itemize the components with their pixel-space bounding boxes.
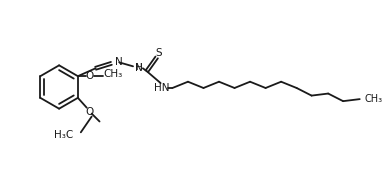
Text: CH₃: CH₃ xyxy=(365,94,383,104)
Text: CH₃: CH₃ xyxy=(104,69,123,79)
Text: H: H xyxy=(136,63,142,72)
Text: HN: HN xyxy=(154,83,169,93)
Text: S: S xyxy=(155,48,162,58)
Text: H₃C: H₃C xyxy=(54,130,73,140)
Text: O: O xyxy=(85,71,94,81)
Text: O: O xyxy=(85,107,94,117)
Text: N: N xyxy=(135,63,143,73)
Text: N: N xyxy=(115,57,123,67)
